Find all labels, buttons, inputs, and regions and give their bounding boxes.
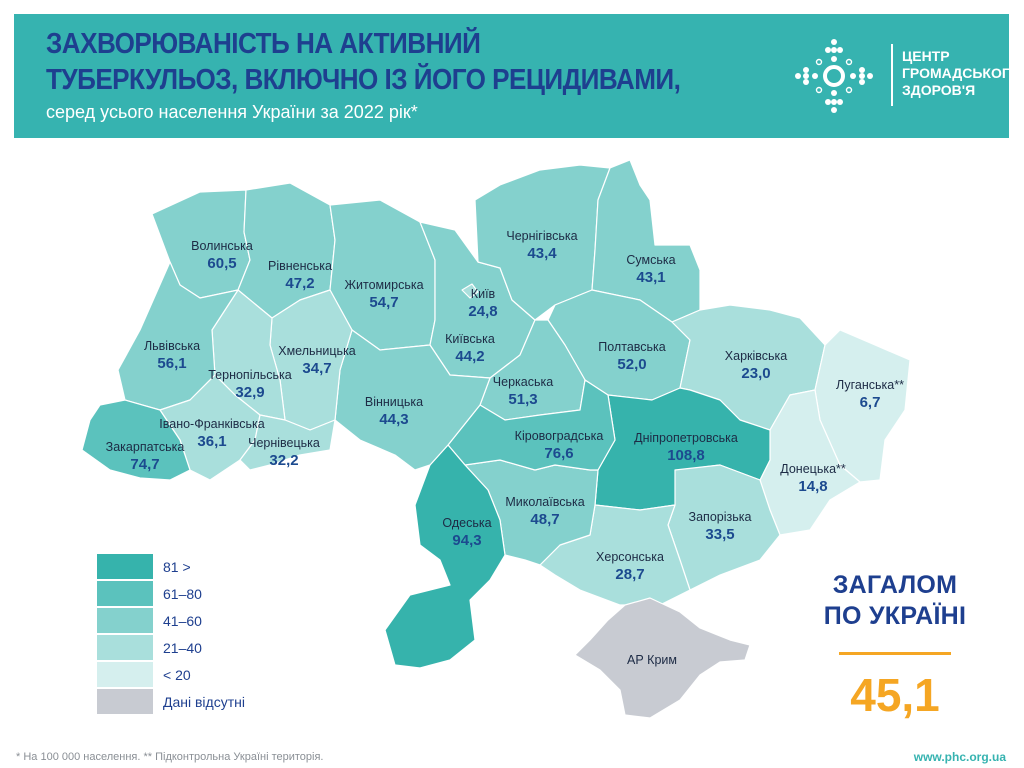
- map-label-zhytomyrska: Житомирська 54,7: [344, 278, 424, 311]
- region-sumska[interactable]: [591, 159, 701, 323]
- phc-dots-logo-icon: [795, 39, 873, 113]
- legend-swatch: [97, 635, 153, 660]
- legend-swatch: [97, 581, 153, 606]
- region-chernivetska[interactable]: [239, 414, 336, 471]
- logo-divider: [891, 44, 893, 106]
- website-link[interactable]: www.phc.org.ua: [913, 750, 1006, 764]
- map-label-kyivska: Київська 44,2: [445, 332, 495, 365]
- region-kirovohradska[interactable]: [447, 379, 616, 471]
- phc-logo: ЦЕНТР ГРОМАДСЬКОГО ЗДОРОВ'Я: [784, 34, 1021, 124]
- region-odeska[interactable]: [384, 444, 506, 669]
- legend: 81 > 61–80 41–60 21–40 < 20 Дані відсутн…: [97, 553, 245, 715]
- map-label-luhanska: Луганська** 6,7: [836, 378, 904, 411]
- legend-swatch: [97, 554, 153, 579]
- map-label-vinnytska: Вінницька 44,3: [364, 395, 424, 428]
- ukraine-total: ЗАГАЛОМ ПО УКРАЇНІ 45,1: [790, 570, 1000, 721]
- map-label-kyiv: Київ 24,8: [468, 287, 498, 320]
- map-label-khersonska: Херсонська 28,7: [596, 550, 664, 583]
- map-label-donetska: Донецька** 14,8: [780, 462, 846, 495]
- map-label-kirovohradska: Кіровоградська 76,6: [514, 429, 604, 462]
- map-label-zaporizka: Запорізька 33,5: [688, 510, 752, 543]
- title-line-2: ТУБЕРКУЛЬОЗ, ВКЛЮЧНО ІЗ ЙОГО РЕЦИДИВАМИ,: [46, 64, 681, 96]
- map-label-lvivska: Львівська 56,1: [143, 339, 201, 372]
- legend-item-81-plus: 81 >: [97, 553, 245, 580]
- map-label-poltavska: Полтавська 52,0: [598, 340, 666, 373]
- logo-text-line1: ЦЕНТР: [902, 48, 950, 64]
- legend-swatch: [97, 689, 153, 714]
- map-label-cherkaska: Черкаська 51,3: [492, 375, 554, 408]
- map-label-khmelnytska: Хмельницька 34,7: [278, 344, 356, 377]
- map-label-chernivetska: Чернівецька 32,2: [248, 436, 320, 469]
- map-label-ternopilska: Тернопільська 32,9: [208, 368, 292, 401]
- legend-item-41-60: 41–60: [97, 607, 245, 634]
- legend-swatch: [97, 662, 153, 687]
- total-title-line1: ЗАГАЛОМ: [832, 571, 958, 599]
- legend-item-under-20: < 20: [97, 661, 245, 688]
- legend-swatch: [97, 608, 153, 633]
- total-title-line2: ПО УКРАЇНІ: [823, 602, 967, 630]
- total-value: 45,1: [850, 669, 940, 721]
- map-label-dnipropetrovska: Дніпропетровська 108,8: [634, 431, 738, 464]
- footnote: * На 100 000 населення. ** Підконтрольна…: [16, 751, 324, 763]
- legend-item-no-data: Дані відсутні: [97, 688, 245, 715]
- region-zakarpatska[interactable]: [81, 399, 191, 481]
- logo-text-line3: ЗДОРОВ'Я: [902, 82, 976, 98]
- map-label-sumska: Сумська 43,1: [626, 253, 676, 286]
- map-label-chernihivska: Чернігівська 43,4: [506, 229, 578, 262]
- map-label-mykolaivska: Миколаївська 48,7: [505, 495, 585, 528]
- title-line-1: ЗАХВОРЮВАНІСТЬ НА АКТИВНИЙ: [46, 28, 481, 60]
- region-vinnytska[interactable]: [334, 329, 491, 471]
- legend-item-21-40: 21–40: [97, 634, 245, 661]
- map-label-ivano-frankivska: Івано-Франківська 36,1: [159, 417, 265, 450]
- map-label-odeska: Одеська 94,3: [442, 516, 492, 549]
- header-banner: ЗАХВОРЮВАНІСТЬ НА АКТИВНИЙ ТУБЕРКУЛЬОЗ, …: [14, 14, 1021, 138]
- map-label-rivnenska: Рівненська 47,2: [268, 259, 332, 292]
- map-label-zakarpatska: Закарпатська 74,7: [105, 440, 185, 473]
- legend-item-61-80: 61–80: [97, 580, 245, 607]
- logo-text-line2: ГРОМАДСЬКОГО: [902, 65, 1021, 81]
- map-label-kharkivska: Харківська 23,0: [724, 349, 788, 382]
- map-label-volynska: Волинська 60,5: [191, 239, 253, 272]
- region-crimea[interactable]: [574, 597, 751, 719]
- total-divider: [839, 652, 951, 655]
- subtitle: серед усього населення України за 2022 р…: [46, 102, 418, 122]
- region-kyiv[interactable]: [461, 283, 479, 299]
- map-label-crimea: АР Крим: [627, 653, 677, 667]
